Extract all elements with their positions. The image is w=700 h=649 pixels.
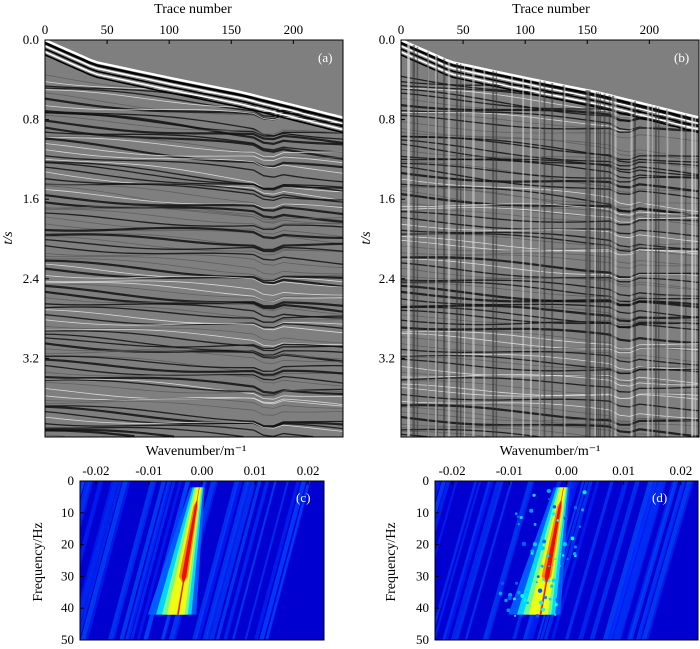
panel-d-fk-spectrum: Wavenumber/m⁻¹ Frequency/Hz (d) -0.02 -0.… [384,444,699,647]
panel-d-x-tick-label: 0.01 [612,463,635,478]
panel-a-y-tick-label: 1.6 [23,191,40,206]
panel-b-x-tick-label: 50 [457,22,470,37]
panel-d-y-tick-label: 40 [416,600,429,615]
panel-a-x-tick-label: 50 [101,22,114,37]
panel-b-label: (b) [674,50,689,65]
panel-d-y-tick-label: 20 [416,537,429,552]
panel-d-y-tick-label: 30 [416,568,429,583]
panel-b-y-tick-label: 3.2 [379,350,395,365]
panel-d-x-axis-title: Wavenumber/m⁻¹ [500,444,601,459]
panel-a-y-tick-label: 0.8 [23,112,39,127]
panel-c-y-tick-label: 10 [61,505,74,520]
panel-b-x-tick-label: 200 [640,22,660,37]
panel-d-x-tick-label: -0.02 [439,463,466,478]
panel-a-y-tick-label: 3.2 [23,350,39,365]
panel-b-noisy-traces [407,42,700,438]
panel-c-x-axis-title: Wavenumber/m⁻¹ [146,444,247,459]
panel-c-y-tick-label: 20 [61,537,74,552]
panel-b-x-axis-title: Trace number [512,2,590,17]
panel-d-y-tick-label: 0 [423,473,430,488]
panel-d-y-tick-label: 10 [416,505,429,520]
panel-d-ticks: -0.02 -0.01 0.00 0.01 0.02 0 10 20 30 40 50 [416,463,692,647]
panel-c-y-tick-label: 50 [61,632,74,647]
panel-c-x-tick-label: -0.02 [82,463,109,478]
panel-b-y-tick-label: 2.4 [379,271,396,286]
panel-d-spectrum [435,481,698,640]
panel-c-spectrum [80,481,324,640]
panel-c-plot-area [79,480,325,641]
panel-c-x-tick-label: 0.00 [191,463,214,478]
panel-d-x-tick-label: 0.02 [669,463,692,478]
panel-c-ticks: -0.02 -0.01 0.00 0.01 0.02 0 10 20 30 40 50 [61,463,319,647]
panel-a-y-tick-label: 0.0 [23,32,39,47]
panel-b-y-tick-label: 0.8 [379,112,395,127]
panel-c-y-tick-label: 0 [68,473,75,488]
panel-c-label: (c) [296,490,310,505]
panel-b-x-tick-label: 150 [578,22,598,37]
panel-a-label: (a) [318,50,332,65]
panel-a-y-axis-title: t/s [1,231,16,245]
panel-b-plot-area [400,38,700,438]
panel-c-y-tick-label: 30 [61,568,74,583]
panel-d-plot-area [434,480,699,641]
panel-c-fk-spectrum: Wavenumber/m⁻¹ Frequency/Hz (c) -0.02 -0.… [31,444,325,647]
panel-b-x-tick-label: 100 [515,22,535,37]
panel-a-first-break [44,38,344,134]
panel-b-y-tick-label: 0.0 [379,32,395,47]
panel-b-y-tick-label: 1.6 [379,191,396,206]
panel-a-reflections [44,74,344,438]
panel-c-y-tick-label: 40 [61,600,74,615]
panel-a-x-tick-label: 150 [222,22,242,37]
panel-a-x-axis-title: Trace number [154,2,232,17]
panel-c-y-axis-title: Frequency/Hz [31,522,46,601]
panel-d-y-axis-title: Frequency/Hz [384,522,399,601]
panel-b-ticks: 0 50 100 150 200 0.0 0.8 1.6 2.4 3.2 [379,22,659,365]
panel-a-y-tick-label: 2.4 [23,271,40,286]
panel-b-seismic-gather: Trace number t/s (b) 0 50 100 150 200 0.0 0.8 1… [359,2,700,438]
panel-b-y-axis-title: t/s [359,231,374,245]
panel-a-ticks: 0 50 100 150 200 0.0 0.8 1.6 2.4 3.2 [23,22,303,365]
panel-d-x-tick-label: 0.00 [555,463,578,478]
panel-a-x-tick-label: 100 [159,22,179,37]
panel-c-x-tick-label: 0.01 [244,463,267,478]
panel-c-x-tick-label: 0.02 [297,463,320,478]
panel-d-label: (d) [652,490,667,505]
panel-b-x-tick-label: 0 [398,22,405,37]
panel-a-seismic-gather: Trace number t/s (a) 0 50 100 150 200 0.0 0.8 1… [1,2,344,438]
panel-a-plot-area [44,38,344,438]
panel-a-x-tick-label: 0 [42,22,49,37]
panel-d-x-tick-label: -0.01 [496,463,523,478]
panel-c-x-tick-label: -0.01 [135,463,162,478]
panel-d-y-tick-label: 50 [416,632,429,647]
panel-a-x-tick-label: 200 [284,22,304,37]
